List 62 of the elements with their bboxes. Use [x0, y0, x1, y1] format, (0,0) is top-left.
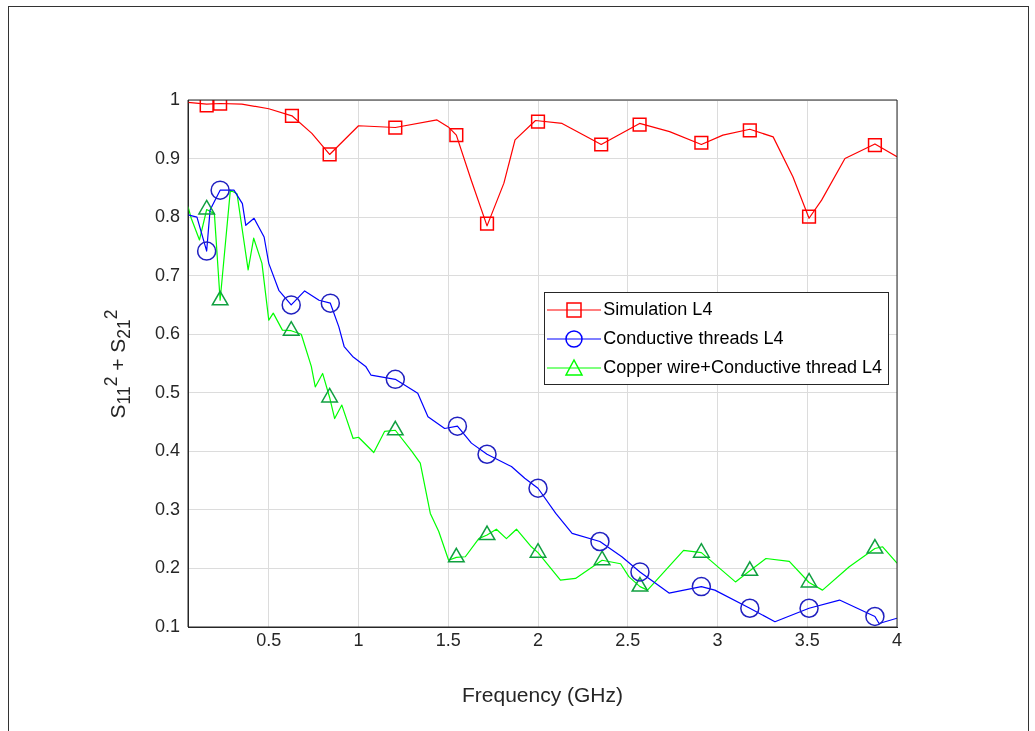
point — [866, 538, 884, 554]
point — [590, 531, 610, 552]
point — [694, 135, 709, 150]
point — [388, 120, 403, 135]
x-tick-label: 2.5 — [615, 629, 641, 650]
y-tick-label: 0.6 — [154, 323, 180, 344]
point — [691, 576, 712, 597]
point — [210, 180, 230, 200]
point — [740, 598, 760, 619]
point — [594, 137, 609, 152]
point — [801, 209, 817, 224]
x-tick-label: 3.5 — [794, 629, 820, 650]
point — [528, 478, 548, 498]
point — [322, 147, 337, 162]
point — [385, 369, 406, 390]
point — [478, 525, 496, 541]
point — [199, 100, 214, 113]
y-tick-label: 0.7 — [154, 264, 180, 285]
y-tick-label: 0.9 — [154, 147, 180, 168]
point — [449, 128, 464, 143]
legend-label: Copper wire+Conductive thread L4 — [603, 357, 882, 378]
y-tick-label: 0.5 — [154, 381, 180, 402]
point — [320, 293, 341, 313]
x-tick-label: 1.5 — [435, 629, 461, 650]
point — [477, 444, 497, 465]
y-tick-label: 0.2 — [154, 557, 180, 578]
y-tick-label: 0.8 — [154, 206, 180, 227]
x-tick-label: 2 — [533, 629, 544, 650]
point — [741, 561, 759, 577]
point — [213, 100, 228, 111]
point — [211, 290, 229, 306]
x-axis-title: Frequency (GHz) — [461, 683, 624, 707]
point — [447, 547, 465, 563]
point — [692, 542, 710, 558]
point — [479, 216, 495, 231]
point — [865, 606, 885, 627]
point — [867, 137, 883, 153]
point — [799, 598, 819, 619]
y-tick-label: 0.4 — [154, 440, 180, 461]
x-tick-label: 1 — [353, 629, 364, 650]
point — [386, 420, 404, 436]
point — [321, 387, 339, 403]
point — [800, 572, 818, 588]
point — [447, 416, 468, 436]
legend-label: Simulation L4 — [603, 299, 713, 320]
point — [742, 123, 757, 138]
x-tick-label: 3 — [712, 629, 723, 650]
x-tick-label: 0.5 — [256, 629, 282, 650]
legend-label: Conductive threads L4 — [603, 328, 784, 349]
point — [632, 117, 647, 132]
point — [529, 542, 547, 558]
x-tick-label: 4 — [891, 629, 903, 650]
point — [630, 562, 650, 582]
point — [196, 241, 217, 261]
point — [284, 108, 300, 123]
point — [631, 576, 649, 592]
y-tick-label: 0.1 — [154, 615, 180, 636]
point — [281, 295, 301, 315]
point — [530, 114, 546, 129]
y-tick-label: 0.3 — [154, 498, 180, 519]
y-tick-label: 1 — [169, 88, 180, 109]
point — [593, 550, 611, 566]
